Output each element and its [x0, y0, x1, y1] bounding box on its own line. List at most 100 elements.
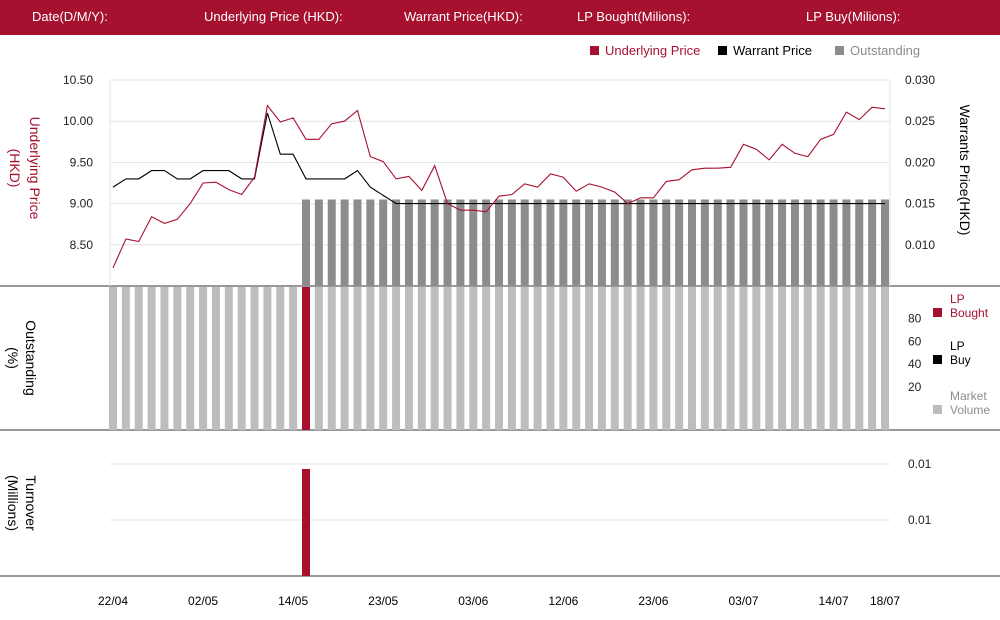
market-volume-bar: [353, 287, 362, 430]
y-tick-label-right: 0.015: [905, 197, 935, 211]
legend-swatch: [835, 46, 844, 55]
market-volume-bar: [623, 287, 632, 430]
outstanding-bar: [353, 199, 362, 286]
market-volume-bar: [726, 287, 735, 430]
market-volume-bar: [546, 287, 555, 430]
market-volume-bar: [340, 287, 349, 430]
market-volume-bar: [379, 287, 388, 430]
outstanding-bar: [520, 199, 529, 286]
outstanding-bar: [688, 199, 696, 286]
x-tick-label: 02/05: [188, 594, 218, 608]
outstanding-bar: [443, 199, 452, 286]
x-tick-label: 23/06: [638, 594, 668, 608]
market-volume-bar: [121, 287, 130, 430]
market-volume-bar: [314, 287, 323, 430]
y-tick-label-right: 0.020: [905, 155, 935, 169]
outstanding-bar: [366, 199, 375, 286]
market-volume-bar: [649, 287, 658, 430]
market-volume-bar: [392, 287, 401, 430]
market-volume-bar: [456, 287, 465, 430]
legend-swatch: [590, 46, 599, 55]
legend-label-line: LP: [950, 292, 965, 306]
y-tick-label-right: 60: [908, 334, 922, 348]
outstanding-bar: [803, 199, 812, 286]
y-tick-label-right: 0.01: [908, 513, 932, 527]
date-label: Date(D/M/Y):: [32, 9, 108, 24]
market-volume-bar: [366, 287, 375, 430]
y-tick-label-right: 20: [908, 380, 922, 394]
outstanding-bar: [700, 199, 709, 286]
y-tick-label-left: 9.00: [70, 197, 94, 211]
outstanding-bar: [430, 199, 439, 286]
market-volume-bar: [790, 287, 799, 430]
market-volume-bar: [520, 287, 529, 430]
market-volume-bar: [237, 287, 246, 430]
outstanding-bar: [636, 199, 645, 286]
outstanding-bar: [495, 199, 503, 286]
x-tick-label: 03/06: [458, 594, 488, 608]
outstanding-bar: [379, 199, 388, 286]
market-volume-bar: [211, 287, 220, 430]
y-tick-label-left: 9.50: [70, 155, 94, 169]
outstanding-bar: [829, 199, 838, 286]
outstanding-bar: [662, 199, 671, 286]
y-axis-title-left: Underlying Price(HKD): [7, 117, 43, 220]
x-tick-label: 03/07: [728, 594, 758, 608]
market-volume-bar: [443, 287, 452, 430]
market-volume-bar: [765, 287, 774, 430]
y-tick-label-left: 8.50: [70, 238, 94, 252]
market-volume-bar: [430, 287, 439, 430]
outstanding-bar: [469, 199, 478, 286]
outstanding-bar: [456, 199, 465, 286]
legend-label-line: Bought: [950, 306, 989, 320]
market-volume-bar: [610, 287, 619, 430]
lp-bought-bar: [302, 287, 310, 430]
legend-swatch: [933, 405, 942, 414]
outstanding-bar: [314, 199, 323, 286]
market-volume-bar: [713, 287, 722, 430]
y-axis-title-left-line: (HKD): [7, 149, 23, 188]
y-tick-label-left: 10.00: [63, 114, 93, 128]
market-volume-bar: [881, 287, 889, 430]
underlying-price-line: [112, 104, 886, 269]
legend-label-line: LP: [950, 339, 965, 353]
outstanding-bar: [739, 199, 748, 286]
legend-swatch: [933, 355, 942, 364]
outstanding-bar: [790, 199, 799, 286]
legend-label: Outstanding: [850, 43, 920, 58]
outstanding-bar: [507, 199, 516, 286]
outstanding-bar: [392, 199, 401, 286]
y-tick-label-right: 0.025: [905, 114, 935, 128]
market-volume-bar: [675, 287, 684, 430]
market-volume-bar: [855, 287, 864, 430]
x-tick-label: 18/07: [870, 594, 900, 608]
market-volume-bar: [507, 287, 516, 430]
y-tick-label-right: 0.01: [908, 457, 932, 471]
market-volume-bar: [662, 287, 671, 430]
outstanding-bar: [610, 199, 619, 286]
lp-bought-label: LP Bought(Milions):: [577, 9, 691, 24]
y-axis-title-left: Turnover(Millions): [5, 475, 39, 531]
lp-buy-label: LP Buy(Milions):: [806, 9, 901, 24]
market-volume-bar: [250, 287, 259, 430]
y-axis-title-left-line: Outstanding: [23, 320, 39, 396]
x-tick-label: 14/07: [819, 594, 849, 608]
outstanding-bar: [302, 199, 310, 286]
market-volume-bar: [533, 287, 542, 430]
x-tick-label: 22/04: [98, 594, 128, 608]
market-volume-bar: [597, 287, 606, 430]
legend-label-line: Market: [950, 389, 987, 403]
market-volume-bar: [868, 287, 877, 430]
market-volume-bar: [803, 287, 812, 430]
market-volume-bar: [559, 287, 568, 430]
legend-label: Market Volume: [950, 389, 990, 417]
y-tick-label-right: 80: [908, 311, 922, 325]
warrant-price-line: [112, 112, 885, 205]
outstanding-bar: [482, 199, 491, 286]
outstanding-bar: [559, 199, 568, 286]
market-volume-bar: [109, 287, 117, 430]
outstanding-bar: [546, 199, 555, 286]
market-volume-bar: [829, 287, 838, 430]
legend-label: Underlying Price: [605, 43, 700, 58]
market-volume-bar: [585, 287, 594, 430]
